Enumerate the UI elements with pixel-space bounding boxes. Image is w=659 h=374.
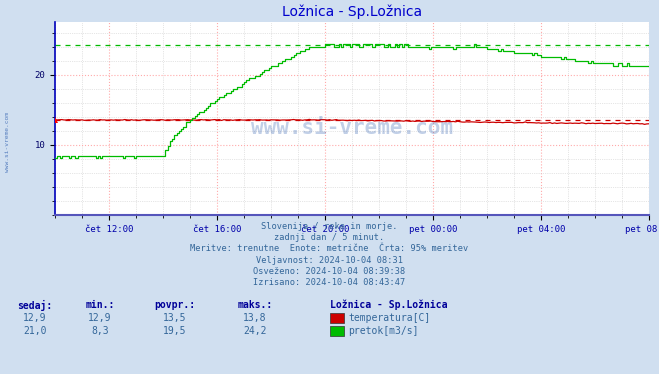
Text: pretok[m3/s]: pretok[m3/s]	[348, 326, 418, 336]
Text: Veljavnost: 2024-10-04 08:31: Veljavnost: 2024-10-04 08:31	[256, 256, 403, 265]
Text: 21,0: 21,0	[23, 326, 47, 336]
Text: Meritve: trenutne  Enote: metrične  Črta: 95% meritev: Meritve: trenutne Enote: metrične Črta: …	[190, 244, 469, 253]
Text: zadnji dan / 5 minut.: zadnji dan / 5 minut.	[274, 233, 385, 242]
Text: 13,5: 13,5	[163, 313, 186, 323]
Text: 8,3: 8,3	[91, 326, 109, 336]
Text: 24,2: 24,2	[243, 326, 267, 336]
Text: www.si-vreme.com: www.si-vreme.com	[5, 112, 11, 172]
Text: www.si-vreme.com: www.si-vreme.com	[251, 118, 453, 138]
Text: maks.:: maks.:	[237, 300, 273, 310]
Text: sedaj:: sedaj:	[17, 300, 53, 311]
Text: Izrisano: 2024-10-04 08:43:47: Izrisano: 2024-10-04 08:43:47	[253, 278, 406, 287]
Text: 12,9: 12,9	[88, 313, 112, 323]
Text: min.:: min.:	[85, 300, 115, 310]
Text: Ložnica - Sp.Ložnica: Ložnica - Sp.Ložnica	[330, 300, 447, 310]
Text: temperatura[C]: temperatura[C]	[348, 313, 430, 323]
Title: Ložnica - Sp.Ložnica: Ložnica - Sp.Ložnica	[282, 5, 422, 19]
Text: Osveženo: 2024-10-04 08:39:38: Osveženo: 2024-10-04 08:39:38	[253, 267, 406, 276]
Text: 12,9: 12,9	[23, 313, 47, 323]
Text: povpr.:: povpr.:	[154, 300, 196, 310]
Text: 13,8: 13,8	[243, 313, 267, 323]
Text: 19,5: 19,5	[163, 326, 186, 336]
Text: Slovenija / reke in morje.: Slovenija / reke in morje.	[261, 222, 398, 231]
